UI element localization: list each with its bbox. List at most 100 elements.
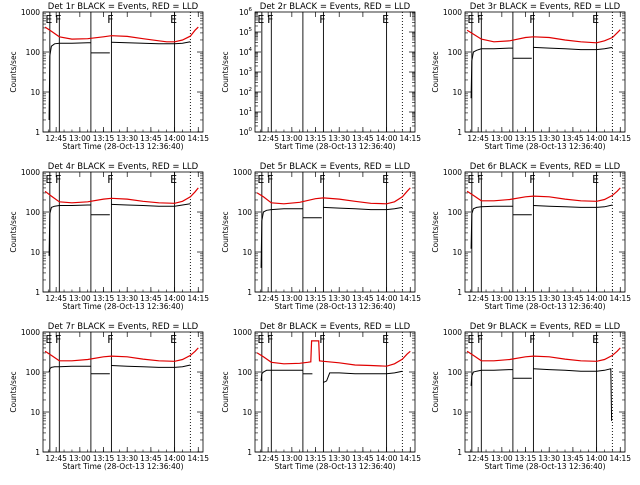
x-tick-label: 14:00 [376, 134, 398, 143]
y-tick-label: 102 [239, 87, 252, 97]
plot-frame [42, 171, 204, 293]
x-tick-label: 14:15 [187, 134, 209, 143]
marker-label-E: E [467, 13, 474, 26]
plot-frame [464, 331, 626, 453]
y-tick-label: 1 [247, 448, 252, 457]
x-tick-label: 13:30 [538, 134, 560, 143]
marker-label-E: E [170, 173, 177, 186]
y-axis-label: Counts/sec [221, 371, 230, 412]
y-tick-label: 10 [30, 88, 40, 97]
y-tick-label: 10 [452, 88, 462, 97]
y-tick-label: 1000 [21, 328, 40, 337]
x-tick-label: 13:15 [93, 134, 115, 143]
x-axis-label: Start Time (28-Oct-13 12:36:40) [62, 142, 183, 151]
x-tick-label: 12:45 [467, 294, 489, 303]
panel-det-8: Det 8r BLACK = Events, RED = LLD 1 10 100 10… [221, 322, 421, 471]
y-tick-label: 1000 [443, 8, 462, 17]
x-tick-label: 13:45 [562, 134, 584, 143]
x-tick-label: 13:45 [140, 294, 162, 303]
marker-label-E: E [45, 173, 52, 186]
x-tick-label: 13:45 [140, 134, 162, 143]
x-tick-label: 12:45 [467, 134, 489, 143]
x-tick-label: 14:15 [399, 294, 421, 303]
marker-label-E: E [45, 13, 52, 26]
events-series-line [470, 369, 513, 386]
data-layer [44, 347, 199, 375]
panel-det-7: Det 7r BLACK = Events, RED = LLD 1 10 100 10… [9, 322, 209, 471]
x-axis-label: Start Time (28-Oct-13 12:36:40) [62, 462, 183, 471]
y-tick-label: 10 [30, 248, 40, 257]
y-tick-label: 100 [448, 368, 463, 377]
y-tick-label: 10 [30, 408, 40, 417]
plot-frame [42, 331, 204, 453]
y-tick-label: 100 [26, 368, 41, 377]
y-tick-label: 106 [239, 7, 253, 17]
plot-frame [42, 11, 204, 133]
marker-label-E: E [382, 333, 389, 346]
events-series-line [111, 203, 191, 207]
lld-series-line [44, 347, 199, 362]
x-tick-label: 13:00 [281, 134, 303, 143]
y-tick-label: 1000 [21, 168, 40, 177]
x-tick-label: 13:30 [538, 294, 560, 303]
y-tick-label: 1000 [443, 328, 462, 337]
plot-frame [254, 331, 416, 453]
lld-series-line [466, 187, 621, 202]
y-tick-label: 100 [26, 208, 41, 217]
x-tick-label: 13:00 [281, 294, 303, 303]
events-series-line [48, 365, 91, 373]
marker-label-F: F [319, 333, 325, 346]
x-tick-label: 13:30 [116, 134, 138, 143]
x-axis-label: Start Time (28-Oct-13 12:36:40) [484, 462, 605, 471]
y-tick-label: 1 [457, 448, 462, 457]
events-series-line [111, 364, 191, 368]
x-tick-label: 13:15 [93, 294, 115, 303]
x-tick-label: 14:00 [376, 294, 398, 303]
data-layer [466, 347, 621, 421]
data-layer [466, 29, 621, 99]
data-layer [44, 187, 199, 256]
y-axis-label: Counts/sec [221, 211, 230, 252]
y-tick-label: 1 [35, 448, 40, 457]
events-series-line [470, 205, 513, 249]
marker-label-F: F [267, 333, 273, 346]
plot-frame [254, 11, 416, 133]
y-axis-label: Counts/sec [9, 371, 18, 412]
panel-title: Det 2r BLACK = Events, RED = LLD [260, 2, 411, 12]
y-tick-label: 1000 [21, 8, 40, 17]
x-axis-label: Start Time (28-Oct-13 12:36:40) [484, 142, 605, 151]
x-tick-label: 14:15 [187, 454, 209, 463]
y-axis-label: Counts/sec [9, 51, 18, 92]
x-tick-label: 13:30 [538, 454, 560, 463]
x-tick-label: 12:45 [45, 294, 67, 303]
x-tick-label: 13:45 [140, 454, 162, 463]
x-tick-label: 13:45 [562, 294, 584, 303]
x-tick-label: 13:30 [116, 454, 138, 463]
y-tick-label: 1 [457, 128, 462, 137]
marker-label-F: F [477, 13, 483, 26]
marker-label-F: F [477, 173, 483, 186]
marker-label-E: E [592, 13, 599, 26]
marker-label-E: E [592, 173, 599, 186]
x-tick-label: 14:00 [586, 294, 608, 303]
y-tick-label: 1 [247, 288, 252, 297]
panel-det-6: Det 6r BLACK = Events, RED = LLD 1 10 100 10… [431, 162, 631, 311]
x-tick-label: 14:00 [376, 454, 398, 463]
marker-label-E: E [257, 13, 264, 26]
x-tick-label: 14:00 [586, 454, 608, 463]
y-tick-label: 104 [239, 47, 253, 57]
marker-label-F: F [267, 13, 273, 26]
marker-label-E: E [45, 333, 52, 346]
marker-label-F: F [319, 13, 325, 26]
x-tick-label: 13:45 [352, 454, 374, 463]
x-axis-label: Start Time (28-Oct-13 12:36:40) [484, 302, 605, 311]
plot-frame [254, 171, 416, 293]
y-tick-label: 105 [239, 27, 253, 37]
x-tick-label: 13:45 [352, 134, 374, 143]
data-layer [256, 187, 411, 268]
events-series-line [470, 47, 513, 99]
y-tick-label: 10 [242, 248, 252, 257]
marker-label-E: E [467, 333, 474, 346]
marker-label-F: F [55, 13, 61, 26]
